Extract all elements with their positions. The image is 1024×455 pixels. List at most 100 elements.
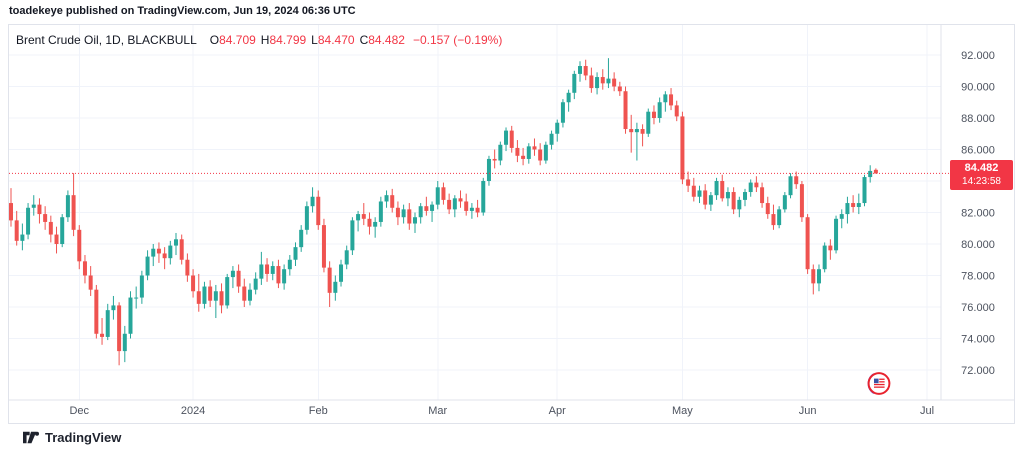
candle-body [310,196,315,207]
candle-body [134,297,139,299]
candle-body [566,92,571,103]
candle-body [356,214,361,221]
time-tick-label[interactable]: Apr [549,405,566,417]
candle-body [82,261,87,276]
bar-countdown: 14:23:58 [962,176,1001,187]
price-tick-label[interactable]: 86.000 [961,145,995,157]
candle-body [282,269,287,284]
ohlc-high: H84.799 [260,33,307,47]
candle-body [572,73,577,93]
candle-body [259,264,264,279]
time-tick-label[interactable]: Mar [428,405,447,417]
candle-body [304,206,309,230]
price-tick-label[interactable]: 82.000 [961,208,995,220]
candle-body [623,91,628,130]
candle-body [475,207,480,213]
candle-body [760,187,765,204]
time-tick-label[interactable]: Dec [69,405,89,417]
candle-body [54,234,59,244]
candle-body [100,333,105,337]
candle-body [48,221,53,235]
candle-body [168,245,173,259]
candle-body [185,259,190,276]
candle-body [361,214,366,219]
candle-body [156,248,161,254]
time-tick-label[interactable]: May [672,405,693,417]
blackbull-markets-logo-icon[interactable] [865,370,892,397]
price-tick-label[interactable]: 92.000 [961,50,995,62]
candle-body [782,195,787,210]
time-tick-label[interactable]: Jul [920,405,934,417]
candle-body [174,239,179,246]
candle-body [395,207,400,218]
candle-body [247,289,252,301]
candle-body [669,94,674,106]
candle-body [333,281,338,293]
price-tick-label[interactable]: 78.000 [961,271,995,283]
candle-body [162,253,167,259]
candle-body [65,195,70,218]
candle-body [367,218,372,227]
candle-body [600,77,605,84]
candle-body [811,269,816,284]
candle-body [270,266,275,274]
candle-body [515,147,520,156]
ohlc-open: O84.709 [209,33,256,47]
price-tick-label[interactable]: 80.000 [961,239,995,251]
time-tick-label[interactable]: Feb [309,405,328,417]
candle-body [430,204,435,211]
candle-body [14,220,19,241]
ohlc-close: C84.482 [359,33,405,47]
candle-body [504,130,509,145]
candle-body [595,77,600,89]
candle-body [9,203,13,221]
candle-body [299,229,304,248]
last-price-badge[interactable]: 84.482 14:23:58 [950,160,1013,190]
candle-body [339,264,344,282]
price-tick-label[interactable]: 88.000 [961,113,995,125]
candle-body [88,275,93,290]
candle-body [788,176,793,196]
candle-body [464,201,469,211]
candle-body [225,277,230,306]
candle-body [327,267,332,293]
candle-body [856,203,861,207]
price-tick-label[interactable]: 90.000 [961,82,995,94]
candle-body [680,116,685,180]
candle-body [230,270,235,278]
candle-body [720,181,725,199]
price-tick-label[interactable]: 74.000 [961,334,995,346]
candle-body [458,198,463,202]
candle-body [612,78,617,87]
candle-body [703,190,708,205]
candle-body [714,181,719,196]
time-tick-label[interactable]: Jun [799,405,817,417]
candle-body [77,229,82,262]
candle-body [384,195,389,202]
price-tick-label[interactable]: 76.000 [961,302,995,314]
candle-body [674,105,679,117]
candle-body [646,111,651,134]
candle-body [407,209,412,224]
candle-body [350,220,355,251]
candle-body [43,214,48,222]
symbol-title[interactable]: Brent Crude Oil, 1D, BLACKBULL [16,33,197,47]
tradingview-wordmark[interactable]: TradingView [23,430,121,445]
candle-body [145,256,150,276]
candle-body [549,133,554,145]
candle-body [657,102,662,118]
candle-body [737,199,742,210]
candle-body [868,170,873,178]
candle-body [538,149,543,161]
candle-body [139,275,144,298]
symbol-legend: Brent Crude Oil, 1D, BLACKBULL O84.709 H84… [16,33,502,47]
candle-body [663,94,668,103]
candle-body [20,234,25,241]
candle-body [708,195,713,205]
candle-body [253,278,258,290]
price-tick-label[interactable]: 72.000 [961,365,995,377]
tradingview-brand-text: TradingView [45,430,122,445]
candle-body [469,207,474,211]
time-tick-label[interactable]: 2024 [181,405,205,417]
